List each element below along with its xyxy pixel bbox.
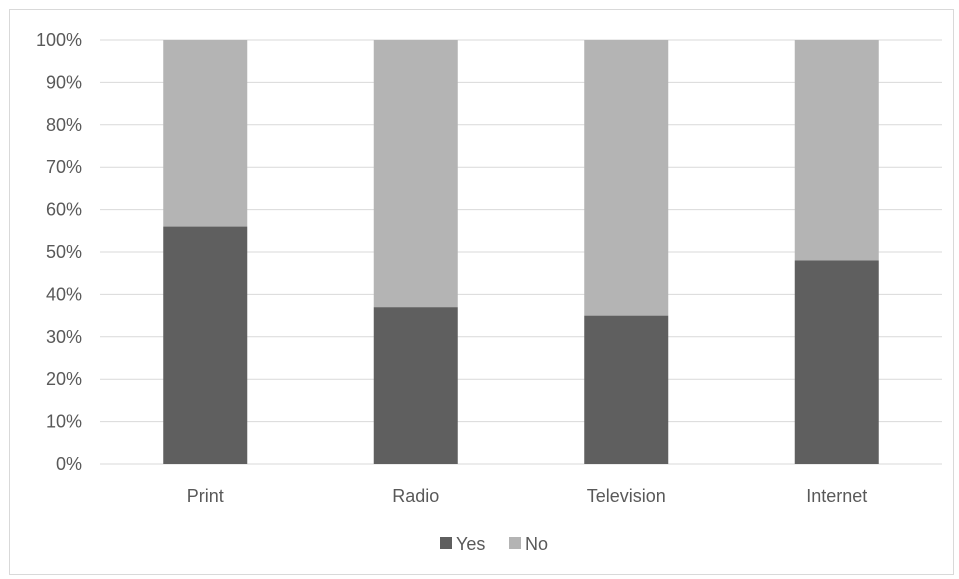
legend-label-yes: Yes (456, 534, 485, 554)
bar-no-television (584, 40, 669, 316)
bar-yes-internet (794, 260, 879, 464)
y-tick-label: 70% (46, 157, 82, 177)
x-tick-label: Radio (392, 486, 439, 506)
x-axis-tick-labels: Print Radio Television Internet (187, 486, 868, 506)
x-tick-label: Internet (806, 486, 867, 506)
bar-yes-radio (373, 307, 458, 464)
bar-no-print (163, 40, 248, 227)
bar-no-radio (373, 40, 458, 308)
bar-yes-television (584, 315, 669, 464)
y-tick-label: 20% (46, 369, 82, 389)
y-tick-label: 0% (56, 454, 82, 474)
y-tick-label: 90% (46, 72, 82, 92)
y-tick-label: 10% (46, 412, 82, 432)
y-tick-label: 30% (46, 327, 82, 347)
y-axis-tick-labels: 0% 10% 20% 30% 40% 50% 60% 70% 80% 90% 100% (36, 30, 82, 474)
bar-yes-print (163, 226, 248, 464)
legend-label-no: No (525, 534, 548, 554)
bar-no-internet (794, 40, 879, 261)
legend-swatch-yes (440, 537, 452, 549)
legend: Yes No (440, 534, 548, 554)
bars (163, 40, 879, 464)
y-tick-label: 50% (46, 242, 82, 262)
legend-swatch-no (509, 537, 521, 549)
y-tick-label: 60% (46, 200, 82, 220)
y-tick-label: 100% (36, 30, 82, 50)
y-tick-label: 40% (46, 284, 82, 304)
y-tick-label: 80% (46, 115, 82, 135)
x-tick-label: Print (187, 486, 224, 506)
x-tick-label: Television (587, 486, 666, 506)
